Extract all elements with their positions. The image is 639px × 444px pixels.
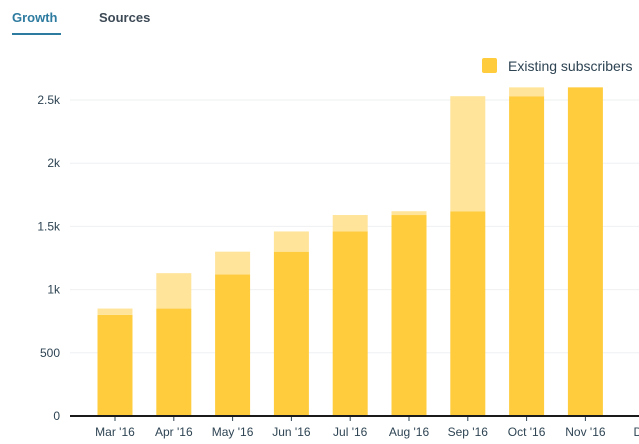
- axes: 0 500 1k 1.5k 2k 2.5k Mar '16 Apr '16 May '16 Jun…: [37, 93, 639, 439]
- x-tick-label: Aug '16: [389, 425, 430, 439]
- x-tick-label: Oct '16: [508, 425, 546, 439]
- bar-new-subscribers: [273, 231, 309, 252]
- y-tick-label: 0: [53, 409, 60, 423]
- bar-new-subscribers: [97, 308, 133, 315]
- x-tick-label: Mar '16: [95, 425, 135, 439]
- bar-new-subscribers: [156, 273, 192, 309]
- legend: Existing subscribers: [482, 58, 633, 74]
- bar-existing-subscribers: [509, 96, 545, 416]
- x-tick-label: Dec: [634, 425, 639, 439]
- y-tick-label: 500: [40, 346, 60, 360]
- tab-growth[interactable]: Growth: [12, 10, 58, 25]
- bar-existing-subscribers: [391, 215, 427, 416]
- bar-existing-subscribers: [273, 251, 309, 416]
- bar-existing-subscribers: [332, 231, 368, 416]
- bar-existing-subscribers: [156, 308, 192, 416]
- bar-new-subscribers: [391, 211, 427, 216]
- y-tick-label: 1k: [47, 283, 61, 297]
- x-tick-label: Jun '16: [272, 425, 311, 439]
- legend-label-existing: Existing subscribers: [508, 58, 633, 74]
- bar-existing-subscribers: [567, 87, 603, 417]
- y-tick-label: 2.5k: [37, 93, 61, 107]
- x-tick-label: May '16: [212, 425, 254, 439]
- bar-new-subscribers: [450, 96, 486, 212]
- x-tick-label: Apr '16: [155, 425, 193, 439]
- bars: [97, 87, 603, 417]
- bar-existing-subscribers: [97, 314, 133, 416]
- tab-bar: Growth Sources: [0, 0, 639, 40]
- x-tick-label: Jul '16: [333, 425, 368, 439]
- y-tick-label: 2k: [47, 156, 61, 170]
- legend-swatch-existing: [482, 58, 497, 73]
- y-tick-label: 1.5k: [37, 219, 61, 233]
- bar-new-subscribers: [215, 251, 251, 275]
- bar-new-subscribers: [332, 215, 368, 232]
- bar-existing-subscribers: [215, 274, 251, 416]
- bar-new-subscribers: [509, 87, 545, 97]
- bar-existing-subscribers: [450, 211, 486, 416]
- x-tick-label: Nov '16: [565, 425, 606, 439]
- active-tab-indicator: [12, 33, 61, 35]
- x-tick-label: Sep '16: [448, 425, 489, 439]
- tab-sources[interactable]: Sources: [99, 10, 151, 25]
